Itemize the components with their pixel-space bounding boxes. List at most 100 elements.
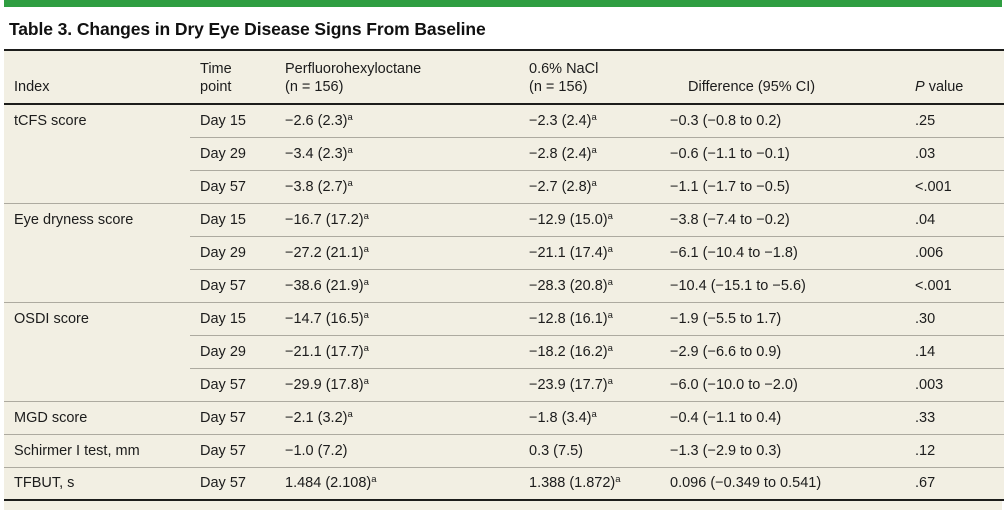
col-header-perfluorohexyloctane: Perfluorohexyloctane (n = 156) bbox=[275, 50, 519, 105]
time-point-cell: Day 57 bbox=[190, 268, 275, 302]
index-cell: MGD score bbox=[4, 400, 190, 434]
nacl-value-cell: −28.3 (20.8)a bbox=[519, 268, 660, 302]
time-point-cell: Day 15 bbox=[190, 202, 275, 236]
table-row: OSDI score Day 15 −14.7 (16.5)a −12.8 (1… bbox=[4, 301, 1004, 335]
footnote-marker: a bbox=[363, 309, 369, 321]
index-cell bbox=[4, 137, 190, 170]
footnote-marker: a bbox=[347, 111, 353, 123]
footnote-marker: a bbox=[347, 144, 353, 156]
nacl-value-cell: −1.8 (3.4)a bbox=[519, 400, 660, 434]
col-header-index: Index bbox=[4, 50, 190, 105]
pfho-value-cell: −14.7 (16.5)a bbox=[275, 301, 519, 335]
p-value-cell: <.001 bbox=[905, 169, 1004, 203]
difference-cell: −0.4 (−1.1 to 0.4) bbox=[660, 400, 905, 434]
index-cell bbox=[4, 170, 190, 203]
nacl-value-cell: −18.2 (16.2)a bbox=[519, 334, 660, 368]
footnote-marker: a bbox=[363, 243, 369, 255]
difference-cell: −6.1 (−10.4 to −1.8) bbox=[660, 235, 905, 269]
table-row: Eye dryness score Day 15 −16.7 (17.2)a −… bbox=[4, 202, 1004, 236]
pfho-value-cell: −16.7 (17.2)a bbox=[275, 202, 519, 236]
difference-cell: −2.9 (−6.6 to 0.9) bbox=[660, 334, 905, 368]
difference-cell: −1.9 (−5.5 to 1.7) bbox=[660, 301, 905, 335]
time-point-cell: Day 29 bbox=[190, 235, 275, 269]
table-row: tCFS score Day 15 −2.6 (2.3)a −2.3 (2.4)… bbox=[4, 104, 1004, 137]
time-point-cell: Day 57 bbox=[190, 367, 275, 401]
index-cell: tCFS score bbox=[14, 113, 87, 129]
table-row: Day 57 −38.6 (21.9)a −28.3 (20.8)a −10.4… bbox=[4, 268, 1004, 302]
index-cell bbox=[4, 269, 190, 302]
table-footer-strip bbox=[4, 501, 1002, 510]
table-row: Day 29 −27.2 (21.1)a −21.1 (17.4)a −6.1 … bbox=[4, 235, 1004, 269]
difference-cell: −0.6 (−1.1 to −0.1) bbox=[660, 136, 905, 170]
pfho-value-cell: −2.1 (3.2)a bbox=[275, 400, 519, 434]
table-row: Day 57 −3.8 (2.7)a −2.7 (2.8)a −1.1 (−1.… bbox=[4, 169, 1004, 203]
nacl-value-cell: 1.388 (1.872)a bbox=[519, 466, 660, 501]
difference-cell: −1.1 (−1.7 to −0.5) bbox=[660, 169, 905, 203]
col-header-time-point: Time point bbox=[190, 50, 275, 105]
time-point-cell: Day 15 bbox=[200, 112, 246, 129]
nacl-value-cell: −2.3 (2.4)a bbox=[529, 111, 597, 129]
p-value-cell: .33 bbox=[905, 400, 1004, 434]
accent-bar bbox=[4, 0, 1002, 7]
pfho-value-cell: −27.2 (21.1)a bbox=[275, 235, 519, 269]
table-row: Day 29 −21.1 (17.7)a −18.2 (16.2)a −2.9 … bbox=[4, 334, 1004, 368]
table-row: MGD score Day 57 −2.1 (3.2)a −1.8 (3.4)a… bbox=[4, 400, 1004, 434]
table-row: Day 57 −29.9 (17.8)a −23.9 (17.7)a −6.0 … bbox=[4, 367, 1004, 401]
nacl-value-cell: −21.1 (17.4)a bbox=[519, 235, 660, 269]
p-value-cell: .12 bbox=[905, 433, 1004, 467]
index-cell bbox=[4, 368, 190, 401]
dry-eye-signs-table: Index Time point Perfluorohexyloctane (n… bbox=[4, 49, 1004, 501]
p-value-cell: .006 bbox=[905, 235, 1004, 269]
footnote-marker: a bbox=[591, 144, 597, 156]
col-header-difference: Difference (95% CI) bbox=[660, 50, 905, 105]
difference-cell: −10.4 (−15.1 to −5.6) bbox=[660, 268, 905, 302]
footnote-marker: a bbox=[363, 276, 369, 288]
difference-cell: 0.096 (−0.349 to 0.541) bbox=[660, 466, 905, 501]
nacl-value-cell: 0.3 (7.5) bbox=[519, 433, 660, 467]
footnote-marker: a bbox=[607, 210, 613, 222]
p-value-cell: <.001 bbox=[905, 268, 1004, 302]
table-title: Table 3. Changes in Dry Eye Disease Sign… bbox=[9, 19, 486, 39]
index-cell bbox=[4, 236, 190, 269]
footnote-marker: a bbox=[347, 408, 353, 420]
footnote-marker: a bbox=[363, 342, 369, 354]
pfho-value-cell: −29.9 (17.8)a bbox=[275, 367, 519, 401]
pfho-value-cell: −3.8 (2.7)a bbox=[275, 169, 519, 203]
footnote-marker: a bbox=[615, 474, 621, 486]
p-value-cell: .003 bbox=[905, 367, 1004, 401]
p-value-cell: .30 bbox=[905, 301, 1004, 335]
footnote-marker: a bbox=[363, 375, 369, 387]
time-point-cell: Day 15 bbox=[190, 301, 275, 335]
col-header-p-value: P value bbox=[905, 50, 1004, 105]
nacl-value-cell: −23.9 (17.7)a bbox=[519, 367, 660, 401]
footnote-marker: a bbox=[363, 210, 369, 222]
p-value-cell: .14 bbox=[905, 334, 1004, 368]
p-value-cell: .25 bbox=[915, 112, 936, 129]
time-point-cell: Day 57 bbox=[190, 400, 275, 434]
table-row: Day 29 −3.4 (2.3)a −2.8 (2.4)a −0.6 (−1.… bbox=[4, 136, 1004, 170]
table-row: TFBUT, s Day 57 1.484 (2.108)a 1.388 (1.… bbox=[4, 466, 1004, 501]
header-row: Index Time point Perfluorohexyloctane (n… bbox=[4, 50, 1004, 105]
difference-cell: −1.3 (−2.9 to 0.3) bbox=[660, 433, 905, 467]
index-cell bbox=[4, 335, 190, 368]
footnote-marker: a bbox=[607, 243, 613, 255]
footnote-marker: a bbox=[607, 342, 613, 354]
p-value-cell: .03 bbox=[905, 136, 1004, 170]
index-cell: TFBUT, s bbox=[4, 466, 190, 501]
pfho-value-cell: −21.1 (17.7)a bbox=[275, 334, 519, 368]
footnote-marker: a bbox=[371, 474, 377, 486]
time-point-cell: Day 29 bbox=[190, 334, 275, 368]
index-cell: Schirmer I test, mm bbox=[4, 433, 190, 467]
pfho-value-cell: −1.0 (7.2) bbox=[275, 433, 519, 467]
difference-cell: −3.8 (−7.4 to −0.2) bbox=[660, 202, 905, 236]
difference-cell: −6.0 (−10.0 to −2.0) bbox=[660, 367, 905, 401]
table-row: Schirmer I test, mm Day 57 −1.0 (7.2) 0.… bbox=[4, 433, 1004, 467]
nacl-value-cell: −2.7 (2.8)a bbox=[519, 169, 660, 203]
difference-cell: −0.3 (−0.8 to 0.2) bbox=[670, 112, 782, 129]
pfho-value-cell: 1.484 (2.108)a bbox=[275, 466, 519, 501]
time-point-cell: Day 57 bbox=[190, 169, 275, 203]
col-header-nacl: 0.6% NaCl (n = 156) bbox=[519, 50, 660, 105]
footnote-marker: a bbox=[591, 408, 597, 420]
p-value-cell: .67 bbox=[905, 466, 1004, 501]
index-cell: Eye dryness score bbox=[4, 202, 190, 236]
